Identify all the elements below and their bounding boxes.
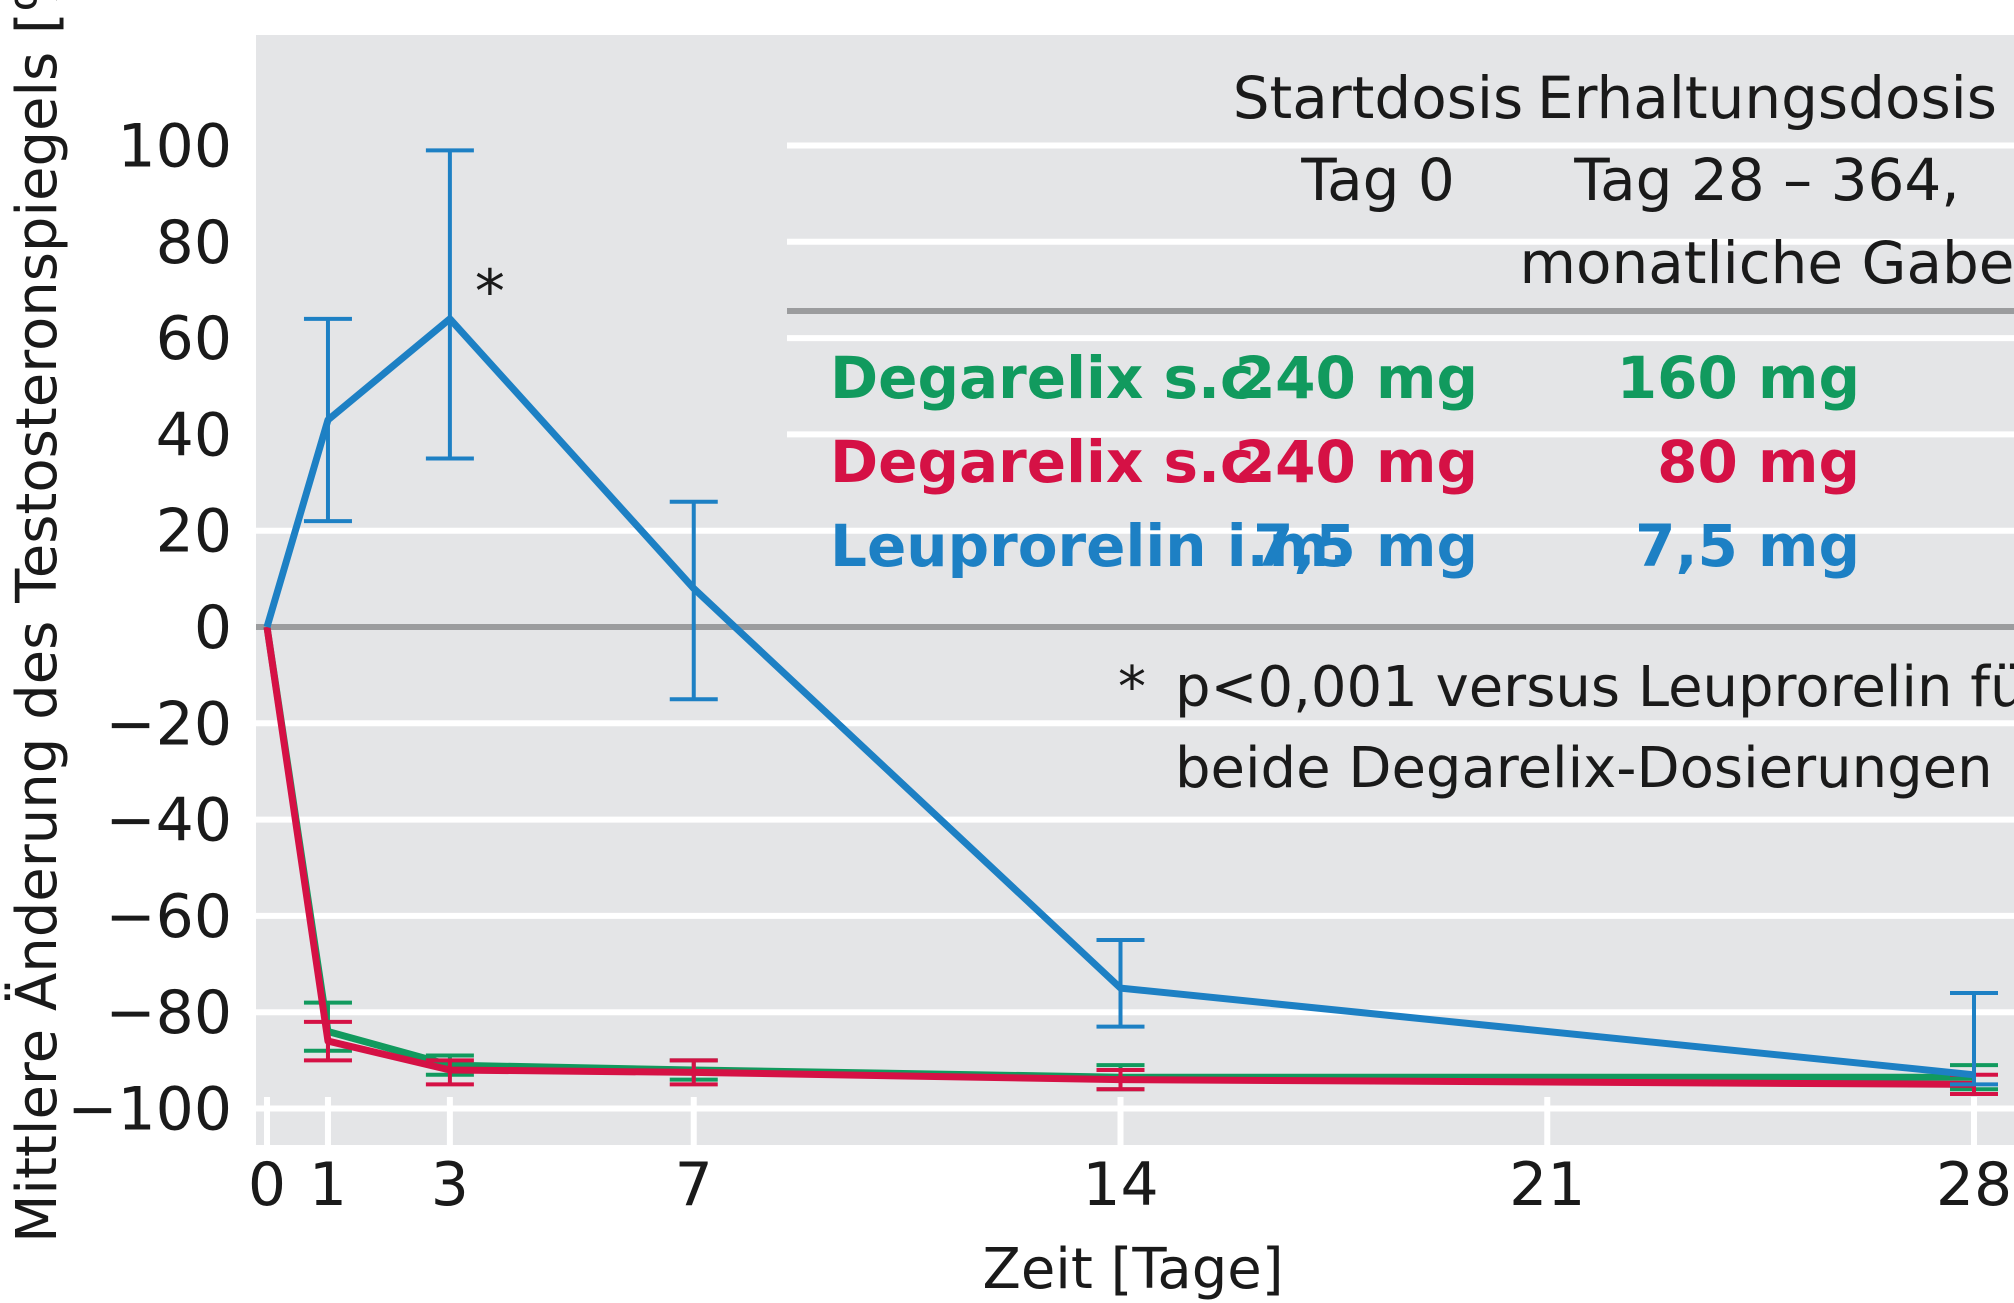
plot-background — [256, 35, 2014, 1145]
legend-row-1-maint: 160 mg — [1617, 344, 1860, 412]
grid-lines — [256, 142, 2014, 1112]
legend-row-3-start: 7,5 mg — [1253, 512, 1478, 580]
y-tick-label: 0 — [194, 593, 232, 663]
significance-marker: * — [475, 257, 505, 327]
series: * — [263, 148, 1998, 1097]
x-tick-label: 1 — [309, 1150, 347, 1220]
y-tick-label: −100 — [67, 1075, 232, 1145]
y-tick-label: −60 — [105, 882, 232, 952]
y-tick-label: −80 — [105, 978, 232, 1048]
legend-row-3-maint: 7,5 mg — [1635, 512, 1860, 580]
x-tick-label: 14 — [1082, 1150, 1158, 1220]
series-line — [263, 315, 1975, 1079]
x-tick-label: 7 — [675, 1150, 713, 1220]
legend-row-2-name: Degarelix s.c. — [830, 428, 1276, 496]
x-tick-marks — [264, 1097, 1977, 1145]
x-axis-label: Zeit [Tage] — [982, 1237, 1283, 1302]
footnote: * p<0,001 versus Leuprorelin für beide D… — [1118, 655, 2014, 801]
y-tick-label: 80 — [156, 208, 232, 278]
footnote-line-1: p<0,001 versus Leuprorelin für — [1175, 655, 2014, 720]
legend-row-1-start: 240 mg — [1235, 344, 1478, 412]
legend-head-start-2: Tag 0 — [1300, 146, 1455, 214]
y-tick-label: −40 — [105, 786, 232, 856]
legend: Startdosis Tag 0 Erhaltungsdosis Tag 28 … — [787, 64, 2014, 580]
x-tick-labels: 0 1 3 7 14 21 28 — [248, 1150, 2012, 1220]
legend-row-1-name: Degarelix s.c. — [830, 344, 1276, 412]
y-tick-labels: 100 80 60 40 20 0 −20 −40 −60 −80 −100 — [67, 112, 232, 1145]
footnote-star: * — [1118, 655, 1146, 720]
y-tick-label: 100 — [117, 112, 232, 182]
legend-head-start-1: Startdosis — [1233, 64, 1524, 132]
y-tick-label: −20 — [105, 689, 232, 759]
x-tick-label: 0 — [248, 1150, 286, 1220]
y-tick-label: 60 — [156, 304, 232, 374]
y-tick-label: 40 — [156, 400, 232, 470]
legend-head-maint-3: monatliche Gabe — [1519, 229, 2014, 297]
legend-row-2-maint: 80 mg — [1657, 428, 1860, 496]
series-line — [263, 626, 1975, 1088]
footnote-line-2: beide Degarelix-Dosierungen — [1175, 736, 1993, 801]
x-tick-label: 28 — [1936, 1150, 2012, 1220]
series-3 — [263, 148, 1998, 1087]
x-tick-label: 3 — [431, 1150, 469, 1220]
legend-head-maint-1: Erhaltungsdosis — [1537, 64, 1997, 132]
legend-head-maint-2: Tag 28 – 364, — [1573, 146, 1959, 214]
y-tick-label: 20 — [156, 497, 232, 567]
legend-row-2-start: 240 mg — [1235, 428, 1478, 496]
legend-row-3-name: Leuprorelin i.m. — [830, 512, 1351, 580]
x-tick-label: 21 — [1509, 1150, 1585, 1220]
y-axis-label: Mittlere Änderung des Testosteronspiegel… — [5, 0, 70, 1243]
